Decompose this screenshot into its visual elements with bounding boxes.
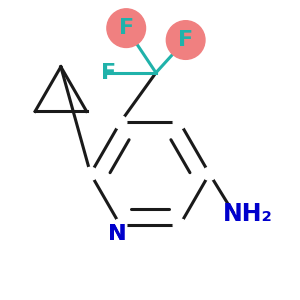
Circle shape: [114, 116, 127, 129]
Text: F: F: [119, 18, 134, 38]
Circle shape: [107, 9, 146, 47]
Text: F: F: [101, 63, 116, 83]
Circle shape: [114, 219, 127, 232]
Circle shape: [173, 219, 186, 232]
Text: N: N: [108, 224, 127, 244]
Text: NH₂: NH₂: [223, 202, 273, 226]
Circle shape: [166, 21, 205, 59]
Text: N: N: [108, 224, 127, 244]
Circle shape: [84, 167, 97, 180]
Text: F: F: [178, 30, 193, 50]
Circle shape: [203, 167, 216, 180]
Circle shape: [173, 116, 186, 129]
